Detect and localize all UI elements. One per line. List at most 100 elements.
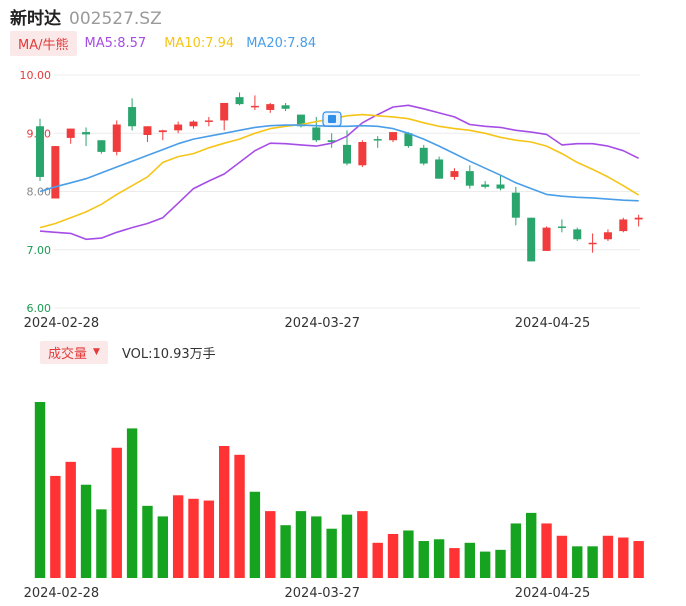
candle-body xyxy=(450,171,459,177)
candle-body xyxy=(373,139,382,141)
candle-body xyxy=(128,107,137,127)
volume-bar xyxy=(526,512,537,578)
candle-body xyxy=(358,141,367,166)
volume-bar xyxy=(372,542,383,578)
volume-bar xyxy=(157,516,168,578)
volume-x-tick-label: 2024-02-28 xyxy=(24,586,100,601)
volume-bar xyxy=(234,454,245,578)
candle xyxy=(36,118,44,182)
candle xyxy=(573,227,582,242)
candle xyxy=(450,168,459,180)
candle-body xyxy=(634,217,643,220)
volume-bar xyxy=(510,523,522,578)
volume-bar xyxy=(602,535,614,578)
candle xyxy=(588,233,597,253)
candle xyxy=(235,92,244,106)
candle-body xyxy=(235,97,244,105)
candle-body xyxy=(266,104,275,110)
candle-body xyxy=(557,226,566,228)
candle-body xyxy=(204,120,213,122)
volume-bar xyxy=(572,546,583,578)
candle-body xyxy=(327,140,336,142)
candle xyxy=(281,102,290,112)
volume-bar xyxy=(311,516,322,578)
volume-bar xyxy=(34,402,46,578)
candle xyxy=(358,140,367,168)
candle xyxy=(266,102,275,113)
ma5-legend: MA5:8.57 xyxy=(84,35,147,51)
candle xyxy=(542,226,551,251)
volume-bar xyxy=(433,539,445,578)
volume-toggle-label: 成交量 xyxy=(48,346,88,362)
y-tick-label: 7.00 xyxy=(27,244,52,257)
volume-bar xyxy=(203,500,215,578)
volume-x-tick-label: 2024-03-27 xyxy=(285,586,361,601)
x-tick-label: 2024-03-27 xyxy=(285,316,361,331)
candle-body xyxy=(220,102,229,121)
candle-body xyxy=(511,192,520,218)
volume-bar xyxy=(326,528,337,578)
volume-bar xyxy=(357,511,368,578)
candle-body xyxy=(143,126,152,135)
candle-body xyxy=(97,140,106,152)
volume-bar xyxy=(126,428,138,578)
candle-body xyxy=(496,184,505,189)
stock-title: 新时达 002527.SZ xyxy=(10,4,162,29)
candle xyxy=(250,95,259,110)
candle xyxy=(603,229,612,242)
candle-body xyxy=(588,242,597,245)
candle xyxy=(158,129,167,141)
candle-body xyxy=(435,159,444,179)
x-tick-label: 2024-02-28 xyxy=(24,316,100,331)
candle xyxy=(220,102,229,131)
ma-indicator-toggle[interactable]: MA/牛熊 xyxy=(10,30,77,56)
candle-body xyxy=(174,124,183,131)
candle xyxy=(527,217,536,262)
candle xyxy=(481,181,490,189)
ma10-legend: MA10:7.94 xyxy=(164,35,235,51)
candle xyxy=(619,217,628,233)
ma-legend: MA/牛熊 MA5:8.57 MA10:7.94 MA20:7.84 xyxy=(10,30,316,56)
volume-bar xyxy=(188,498,199,578)
candle-body xyxy=(281,105,290,109)
candle-body xyxy=(51,146,60,199)
candle xyxy=(419,144,428,166)
volume-bar xyxy=(219,446,230,578)
candle-body xyxy=(158,130,167,133)
candle xyxy=(634,214,643,227)
candle-body xyxy=(603,232,612,240)
volume-bar xyxy=(280,525,291,578)
volume-bar xyxy=(265,511,276,578)
ma10-line xyxy=(39,113,640,229)
volume-indicator-toggle[interactable]: 成交量 ▼ xyxy=(40,340,108,364)
volume-bar xyxy=(341,514,353,578)
candle-body xyxy=(389,132,398,141)
candle-body xyxy=(66,128,75,138)
candle-body xyxy=(343,144,351,164)
candle xyxy=(327,133,336,148)
volume-bar xyxy=(65,461,76,578)
y-tick-label: 6.00 xyxy=(27,302,52,315)
volume-bar xyxy=(111,447,122,578)
volume-x-tick-label: 2024-04-25 xyxy=(515,586,591,601)
candle-body xyxy=(189,121,198,127)
candle xyxy=(404,132,413,148)
volume-bar xyxy=(172,495,184,578)
candle-body xyxy=(312,127,321,141)
volume-legend: 成交量 ▼ VOL:10.93万手 xyxy=(40,340,216,364)
candle-body xyxy=(112,124,121,152)
candle-body xyxy=(250,105,259,108)
candle xyxy=(189,120,198,129)
candle xyxy=(435,156,444,179)
volume-bar xyxy=(96,509,107,578)
volume-bar xyxy=(142,505,153,578)
candle-body xyxy=(82,132,91,135)
candle xyxy=(51,146,60,199)
volume-bar xyxy=(618,537,629,578)
candle xyxy=(112,120,121,156)
volume-bar xyxy=(449,548,460,578)
candle xyxy=(66,128,75,144)
candle-body xyxy=(542,227,551,251)
candle xyxy=(557,219,566,233)
volume-bar xyxy=(633,541,644,578)
